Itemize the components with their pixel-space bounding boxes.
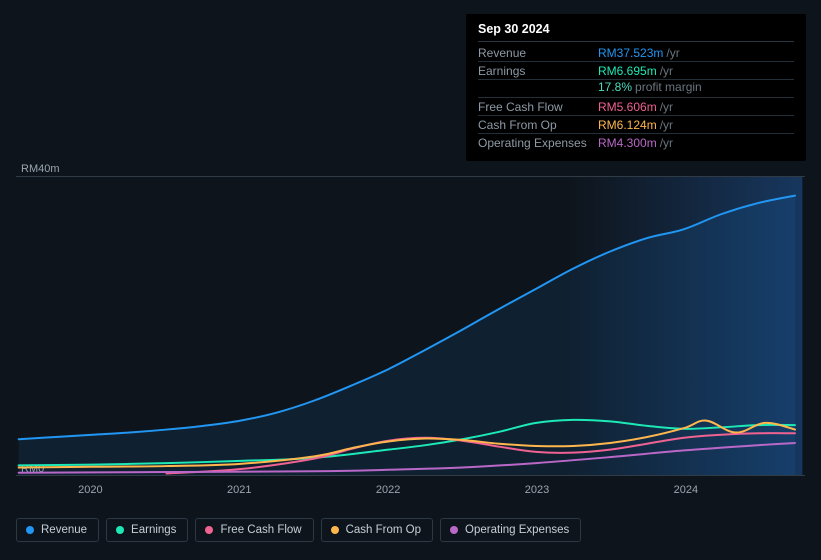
legend-label: Earnings — [131, 524, 176, 536]
tooltip-metric-label: Revenue — [478, 46, 598, 60]
legend-label: Cash From Op — [346, 524, 421, 536]
financial-chart-widget: Sep 30 2024 RevenueRM37.523m/yrEarningsR… — [0, 0, 821, 560]
legend-dot-icon — [205, 526, 213, 534]
tooltip-metric-label: Free Cash Flow — [478, 100, 598, 114]
tooltip-metric-suffix: /yr — [660, 100, 673, 114]
legend-item[interactable]: Revenue — [16, 518, 99, 542]
tooltip-sub-suffix: profit margin — [635, 80, 702, 94]
tooltip-row: Operating ExpensesRM4.300m/yr — [478, 134, 794, 151]
tooltip-metric-suffix: /yr — [660, 118, 673, 132]
tooltip-metric-value: RM6.695m — [598, 64, 657, 78]
tooltip-row: RevenueRM37.523m/yr — [478, 44, 794, 62]
chart-plot-area[interactable] — [16, 176, 805, 476]
tooltip-metric-label: Earnings — [478, 64, 598, 78]
legend-dot-icon — [331, 526, 339, 534]
tooltip-row: Cash From OpRM6.124m/yr — [478, 116, 794, 134]
tooltip-row: Free Cash FlowRM5.606m/yr — [478, 98, 794, 116]
tooltip-metric-suffix: /yr — [660, 64, 673, 78]
tooltip-metric-value: RM6.124m — [598, 118, 657, 132]
tooltip-sub-row: 17.8%profit margin — [478, 80, 794, 98]
x-axis-label: 2022 — [376, 484, 400, 496]
legend-item[interactable]: Free Cash Flow — [195, 518, 313, 542]
tooltip-metric-value: RM4.300m — [598, 136, 657, 150]
x-axis-label: 2023 — [525, 484, 549, 496]
tooltip-metric-label: Cash From Op — [478, 118, 598, 132]
tooltip-metric-value: RM37.523m — [598, 46, 663, 60]
x-axis-label: 2024 — [674, 484, 698, 496]
x-axis-label: 2020 — [78, 484, 102, 496]
y-axis-label: RM40m — [21, 163, 60, 175]
tooltip-metric-label: Operating Expenses — [478, 136, 598, 150]
chart-tooltip: Sep 30 2024 RevenueRM37.523m/yrEarningsR… — [466, 14, 806, 161]
legend-item[interactable]: Operating Expenses — [440, 518, 581, 542]
tooltip-row: EarningsRM6.695m/yr — [478, 62, 794, 80]
legend-label: Revenue — [41, 524, 87, 536]
legend-label: Free Cash Flow — [220, 524, 301, 536]
tooltip-date: Sep 30 2024 — [478, 20, 794, 42]
tooltip-sub-value: 17.8% — [598, 80, 632, 94]
legend-label: Operating Expenses — [465, 524, 569, 536]
chart-legend: Revenue Earnings Free Cash Flow Cash From O… — [16, 518, 581, 542]
chart-svg — [16, 177, 805, 475]
tooltip-metric-suffix: /yr — [660, 136, 673, 150]
legend-dot-icon — [26, 526, 34, 534]
tooltip-metric-value: RM5.606m — [598, 100, 657, 114]
legend-item[interactable]: Earnings — [106, 518, 188, 542]
legend-dot-icon — [450, 526, 458, 534]
legend-dot-icon — [116, 526, 124, 534]
tooltip-metric-suffix: /yr — [666, 46, 679, 60]
x-axis-label: 2021 — [227, 484, 251, 496]
legend-item[interactable]: Cash From Op — [321, 518, 433, 542]
